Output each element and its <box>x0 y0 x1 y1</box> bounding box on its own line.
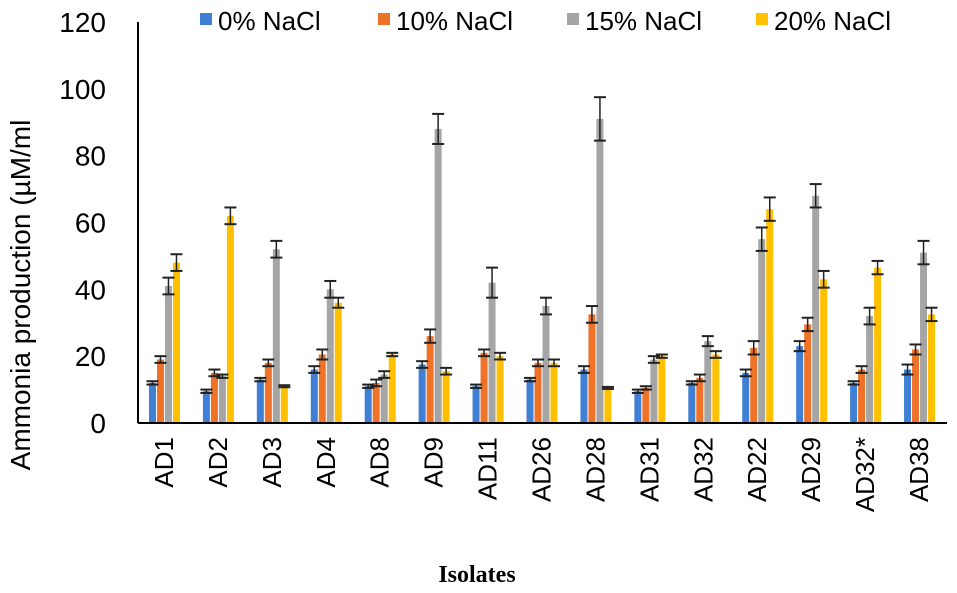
x-tick-label: AD11 <box>473 437 503 500</box>
bar <box>542 306 550 423</box>
bar <box>202 391 210 423</box>
bar <box>796 346 804 423</box>
bar <box>858 369 866 423</box>
bar <box>580 369 588 423</box>
x-tick-label: AD28 <box>580 437 610 502</box>
y-tick-label: 100 <box>59 74 106 105</box>
bar <box>750 347 758 423</box>
bar <box>550 362 558 423</box>
bar <box>280 386 288 423</box>
bar <box>804 324 812 423</box>
bar <box>434 128 442 423</box>
bar <box>766 209 774 423</box>
y-tick-label: 0 <box>90 408 106 439</box>
x-tick-label: AD22 <box>742 437 772 502</box>
legend-swatch <box>200 13 212 25</box>
legend: 0% NaCl 10% NaCl 15% NaCl 20% NaCl <box>200 6 891 36</box>
x-tick-label: AD4 <box>311 437 341 488</box>
legend-swatch <box>756 13 768 25</box>
x-tick-label: AD1 <box>149 437 179 488</box>
bar <box>850 382 858 423</box>
bar <box>318 354 326 423</box>
legend-label: 15% NaCl <box>585 6 702 36</box>
x-tick-label: AD29 <box>796 437 826 502</box>
bar <box>480 352 488 423</box>
bar <box>758 239 766 423</box>
bar <box>588 314 596 423</box>
x-axis-label: Isolates <box>438 562 515 588</box>
bar <box>218 376 226 423</box>
bar <box>496 356 504 423</box>
bar <box>488 282 496 423</box>
y-tick-label: 120 <box>59 7 106 38</box>
bar <box>172 262 180 423</box>
bar <box>326 289 334 423</box>
bar <box>742 372 750 423</box>
bar <box>820 279 828 423</box>
bar <box>210 372 218 423</box>
bar <box>704 341 712 423</box>
x-tick-label: AD32* <box>850 437 880 512</box>
bar <box>650 359 658 423</box>
error-bars <box>146 96 938 394</box>
bar <box>148 382 156 423</box>
bar <box>388 354 396 423</box>
bar <box>604 387 612 423</box>
bar <box>256 379 264 423</box>
bar <box>364 386 372 423</box>
bar <box>920 252 928 423</box>
bar <box>334 302 342 423</box>
bar <box>426 336 434 423</box>
bar <box>156 359 164 423</box>
x-tick-label: AD32 <box>688 437 718 502</box>
y-tick-label: 20 <box>75 341 106 372</box>
bar <box>696 377 704 423</box>
x-tick-label: AD38 <box>904 437 934 502</box>
bar <box>380 374 388 423</box>
bar <box>712 354 720 423</box>
bar <box>874 267 882 423</box>
axes: 0 20 40 60 80 100 120 AD1 AD2 AD3 AD4 AD8 AD9 AD11 AD2… <box>59 7 947 512</box>
bar <box>866 316 874 423</box>
y-tick-label: 40 <box>75 274 106 305</box>
bars <box>148 118 936 424</box>
y-tick-label: 60 <box>75 208 106 239</box>
bar <box>442 371 450 423</box>
x-tick-label: AD3 <box>257 437 287 488</box>
legend-label: 0% NaCl <box>218 6 321 36</box>
bar <box>928 314 936 423</box>
y-axis-label: Ammonia production (µM/ml <box>5 120 36 471</box>
bar <box>272 249 280 423</box>
bar <box>226 215 234 423</box>
bar <box>526 379 534 423</box>
x-tick-label: AD8 <box>365 437 395 488</box>
bar <box>418 364 426 423</box>
bar <box>812 195 820 423</box>
x-tick-label: AD2 <box>203 437 233 488</box>
legend-label: 10% NaCl <box>396 6 513 36</box>
legend-swatch <box>378 13 390 25</box>
bar <box>472 386 480 423</box>
x-tick-label: AD9 <box>419 437 449 488</box>
bar <box>596 118 604 424</box>
bar <box>634 391 642 423</box>
y-tick-label: 80 <box>75 141 106 172</box>
bar <box>310 369 318 423</box>
bar <box>164 285 172 423</box>
bar <box>658 356 666 423</box>
bar <box>688 382 696 423</box>
bar <box>904 369 912 423</box>
legend-swatch <box>567 13 579 25</box>
bar <box>534 362 542 423</box>
x-tick-label: AD31 <box>634 437 664 502</box>
legend-label: 20% NaCl <box>774 6 891 36</box>
bar <box>264 362 272 423</box>
bar <box>372 382 380 423</box>
bar <box>642 387 650 423</box>
x-tick-label: AD26 <box>527 437 557 502</box>
bar <box>912 349 920 423</box>
